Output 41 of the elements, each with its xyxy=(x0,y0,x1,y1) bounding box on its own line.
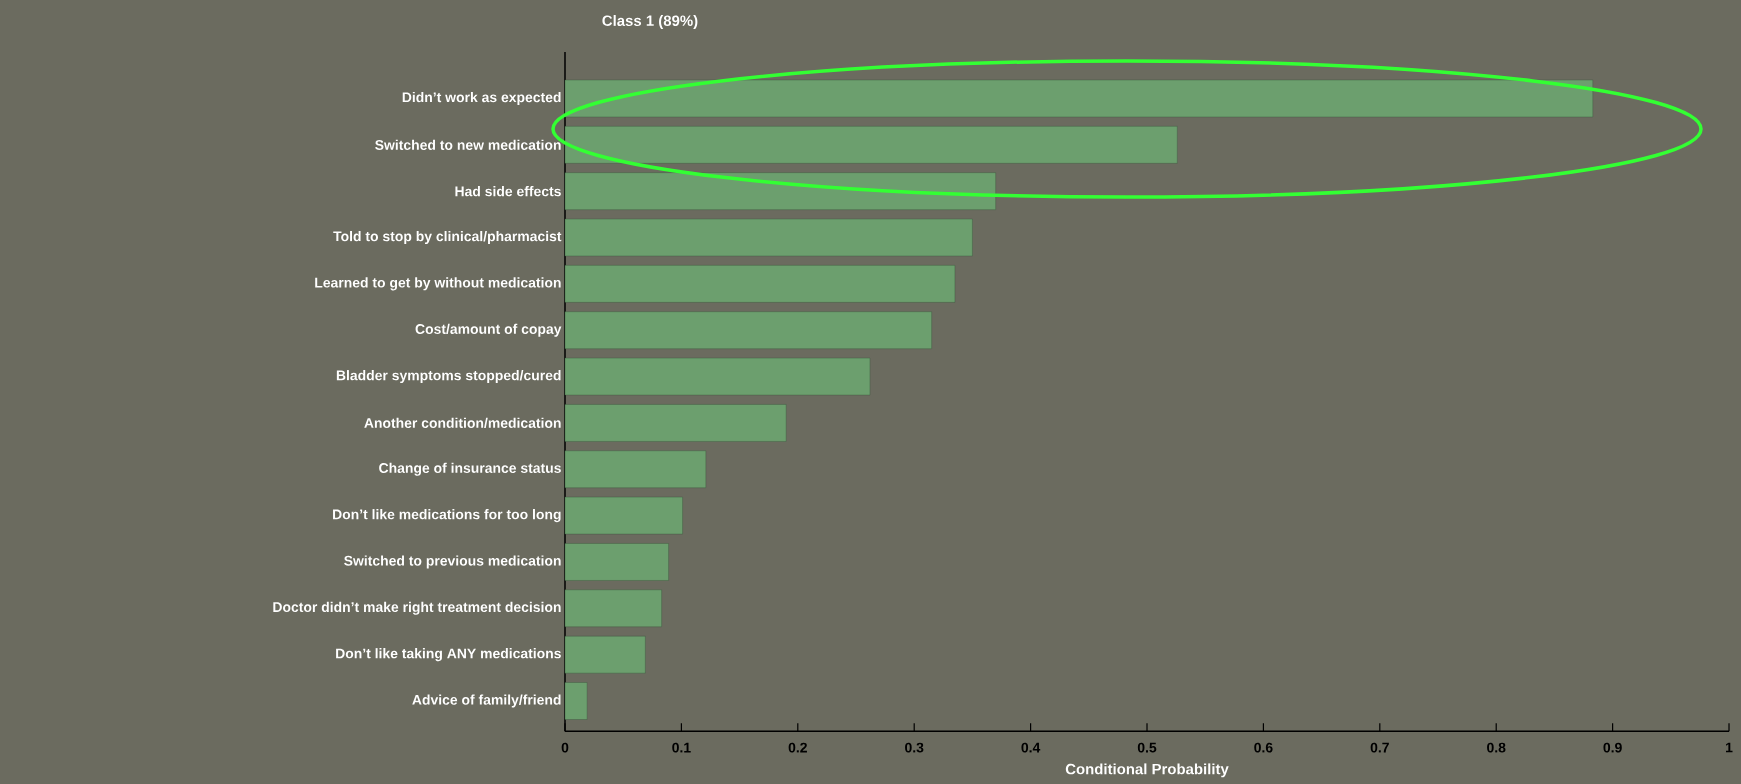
y-tick-label: Switched to previous medication xyxy=(344,555,561,569)
x-tick-label: 0 xyxy=(561,742,569,753)
bar xyxy=(564,635,646,674)
y-tick-label: Told to stop by clinical/pharmacist xyxy=(333,231,562,245)
x-tick-label: 0.2 xyxy=(788,742,807,753)
x-tick-label: 0.1 xyxy=(672,742,691,753)
bar xyxy=(564,496,683,535)
y-tick-label: Bladder symptoms stopped/cured xyxy=(336,370,561,384)
bar xyxy=(564,450,707,488)
bar xyxy=(564,589,662,627)
y-tick-label: Change of insurance status xyxy=(379,462,561,476)
bar xyxy=(564,126,1178,164)
y-tick-label: Didn’t work as expected xyxy=(402,91,561,105)
y-tick-label: Learned to get by without medication xyxy=(315,277,561,291)
x-tick-label: 0.3 xyxy=(905,742,924,753)
bar xyxy=(564,79,1594,118)
bar xyxy=(564,357,871,396)
y-tick-label: Advice of family/friend xyxy=(412,694,561,708)
x-tick-label: 0.5 xyxy=(1137,742,1157,753)
x-tick-label: 0.9 xyxy=(1603,742,1622,753)
bar xyxy=(564,218,973,257)
x-axis-title: Conditional Probability xyxy=(1065,763,1229,778)
bar xyxy=(564,265,956,303)
y-tick-label: Doctor didn’t make right treatment decision xyxy=(273,601,561,615)
y-tick-label: Cost/amount of copay xyxy=(415,323,562,337)
chart-title: Class 1 (89%) xyxy=(602,15,698,29)
x-tick-label: 0.8 xyxy=(1487,742,1506,753)
bar xyxy=(564,543,669,581)
bar xyxy=(564,404,787,442)
bar xyxy=(564,172,996,210)
y-tick-label: Switched to new medication xyxy=(375,139,561,150)
y-tick-label: Don’t like medications for too long xyxy=(333,509,561,523)
y-tick-label: Don’t like taking ANY medications xyxy=(336,648,561,662)
y-tick-label: Had side effects xyxy=(455,186,561,197)
x-tick-label: 0.7 xyxy=(1370,742,1389,753)
bar xyxy=(564,682,588,720)
x-tick-label: 1 xyxy=(1726,742,1733,753)
x-tick-label: 0.4 xyxy=(1021,742,1041,753)
bar xyxy=(564,311,932,349)
x-tick-label: 0.6 xyxy=(1254,742,1273,753)
y-tick-label: Another condition/medication xyxy=(364,417,561,429)
